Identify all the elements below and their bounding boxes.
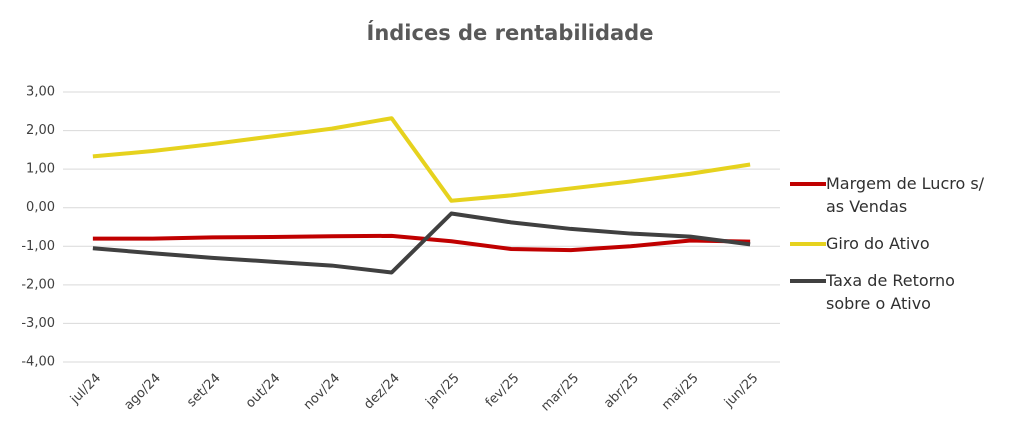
y-tick-label: -2,00 <box>21 277 55 292</box>
x-tick-label: mar/25 <box>538 371 582 415</box>
legend-label: Giro do Ativo <box>826 234 930 253</box>
x-tick-label: nov/24 <box>301 371 343 413</box>
x-tick-label: abr/25 <box>601 371 642 412</box>
x-tick-label: out/24 <box>243 371 283 411</box>
legend-item: Taxa de Retorno sobre o Ativo <box>790 269 1000 315</box>
x-tick-label: fev/25 <box>483 371 523 411</box>
legend-item: Giro do Ativo <box>790 232 1000 255</box>
legend-label: Taxa de Retorno sobre o Ativo <box>826 271 955 313</box>
x-tick-label: jul/24 <box>67 371 104 408</box>
y-tick-label: -3,00 <box>21 316 55 331</box>
y-tick-label: 2,00 <box>26 123 55 138</box>
series-line <box>92 233 751 253</box>
legend-label: Margem de Lucro s/ as Vendas <box>826 174 985 216</box>
legend-item: Margem de Lucro s/ as Vendas <box>790 172 1000 218</box>
chart-title: Índices de rentabilidade <box>367 20 654 45</box>
y-tick-label: -4,00 <box>21 355 55 370</box>
legend: Margem de Lucro s/ as Vendas Giro do Ativ… <box>790 172 1000 329</box>
y-tick-label: 0,00 <box>26 200 55 215</box>
y-tick-label: 1,00 <box>26 162 55 177</box>
series-line <box>92 116 751 203</box>
x-tick-label: ago/24 <box>121 371 163 413</box>
x-tick-label: mai/25 <box>659 371 702 414</box>
y-tick-label: -1,00 <box>21 239 55 254</box>
x-tick-label: jan/25 <box>423 371 463 411</box>
y-tick-label: 3,00 <box>26 85 55 100</box>
x-tick-label: set/24 <box>184 371 223 410</box>
legend-swatch <box>790 279 826 283</box>
legend-swatch <box>790 182 826 186</box>
series-line <box>92 211 751 275</box>
x-tick-label: jun/25 <box>721 371 761 411</box>
x-tick-label: dez/24 <box>361 371 403 413</box>
legend-swatch <box>790 242 826 246</box>
